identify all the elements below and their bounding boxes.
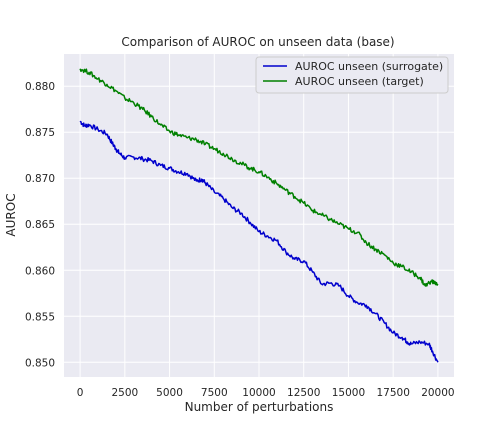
tick-labels: 0 2500 5000 7500 10000 12500 15000 17500 20000 0.…	[25, 81, 455, 399]
x-tick-label: 2500	[111, 387, 138, 399]
legend-label-surrogate: AUROC unseen (surrogate)	[295, 60, 443, 73]
x-axis-label: Number of perturbations	[185, 400, 334, 414]
y-tick-label: 0.850	[25, 357, 55, 369]
legend: AUROC unseen (surrogate) AUROC unseen (t…	[255, 56, 449, 94]
gridlines	[64, 54, 454, 377]
y-axis-label: AUROC	[4, 193, 18, 236]
y-tick-label: 0.880	[25, 81, 55, 93]
series-line-surrogate	[79, 120, 439, 363]
x-tick-label: 15000	[332, 387, 365, 399]
x-tick-label: 7500	[201, 387, 228, 399]
x-tick-label: 0	[77, 387, 84, 399]
y-tick-label: 0.875	[25, 127, 55, 139]
x-tick-label: 5000	[156, 387, 183, 399]
y-tick-label: 0.855	[25, 311, 55, 323]
x-tick-label: 20000	[421, 387, 454, 399]
x-tick-label: 12500	[287, 387, 320, 399]
x-tick-label: 17500	[376, 387, 409, 399]
y-tick-label: 0.870	[25, 173, 55, 185]
y-tick-label: 0.860	[25, 265, 55, 277]
legend-box	[255, 56, 449, 94]
legend-label-target: AUROC unseen (target)	[295, 75, 424, 88]
x-tick-label: 10000	[242, 387, 275, 399]
chart-title: Comparison of AUROC on unseen data (base…	[121, 35, 394, 49]
y-tick-label: 0.865	[25, 219, 55, 231]
series-line-target	[79, 68, 439, 287]
series-lines	[79, 68, 439, 363]
